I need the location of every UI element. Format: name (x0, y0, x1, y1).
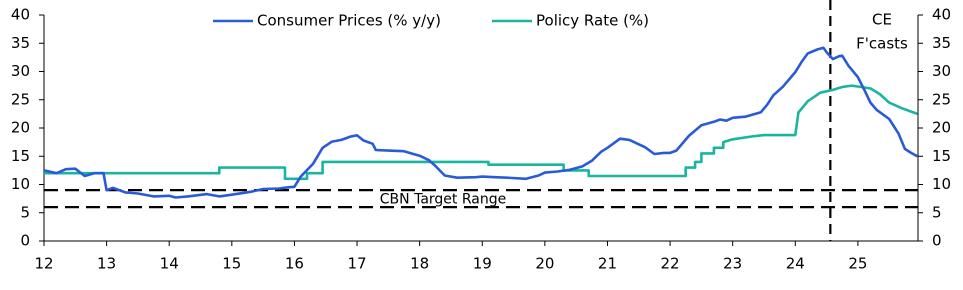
y-tick-label: 35 (11, 34, 30, 52)
x-tick-label: 25 (848, 255, 867, 273)
x-tick-label: 22 (661, 255, 680, 273)
x-tick-label: 23 (723, 255, 742, 273)
x-tick-label: 17 (347, 255, 366, 273)
y2-tick-label: 40 (932, 6, 951, 24)
x-tick-label: 15 (222, 255, 241, 273)
x-tick-label: 20 (535, 255, 554, 273)
x-tick-label: 13 (97, 255, 116, 273)
x-tick-label: 19 (473, 255, 492, 273)
y-tick-label: 25 (11, 90, 30, 108)
y-tick-label: 30 (11, 62, 30, 80)
series-line (44, 84, 918, 181)
y2-tick-label: 35 (932, 34, 951, 52)
x-tick-label: 14 (160, 255, 179, 273)
y2-tick-label: 0 (932, 232, 942, 250)
y-tick-label: 10 (11, 175, 30, 193)
y-tick-label: 15 (11, 147, 30, 165)
y2-tick-label: 5 (932, 203, 942, 221)
y2-tick-label: 30 (932, 62, 951, 80)
x-tick-label: 21 (598, 255, 617, 273)
y2-tick-label: 25 (932, 90, 951, 108)
forecast-label: F'casts (856, 35, 908, 53)
y-tick-label: 0 (20, 232, 30, 250)
x-tick-label: 16 (285, 255, 304, 273)
y2-tick-label: 20 (932, 119, 951, 137)
y2-tick-label: 15 (932, 147, 951, 165)
x-tick-label: 24 (786, 255, 805, 273)
series-line (43, 46, 919, 199)
x-tick-label: 18 (410, 255, 429, 273)
y-tick-label: 40 (11, 6, 30, 24)
x-tick-label: 12 (34, 255, 53, 273)
target-label: CBN Target Range (380, 192, 506, 208)
y2-tick-label: 10 (932, 175, 951, 193)
legend-label: Policy Rate (%) (536, 12, 649, 30)
forecast-label: CE (872, 11, 892, 29)
y-tick-label: 5 (20, 203, 30, 221)
y-tick-label: 20 (11, 119, 30, 137)
legend-label: Consumer Prices (% y/y) (257, 12, 441, 30)
